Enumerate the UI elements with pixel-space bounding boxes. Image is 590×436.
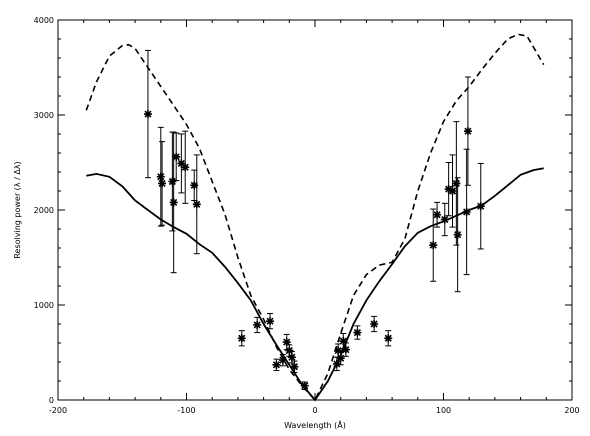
data-point xyxy=(282,333,291,351)
star-marker xyxy=(453,230,462,239)
x-axis-label: Wavelength (Å) xyxy=(284,419,346,430)
x-tick-label: 100 xyxy=(436,406,451,415)
x-tick-label: -200 xyxy=(49,406,67,415)
star-marker xyxy=(266,317,275,326)
star-marker xyxy=(334,346,343,355)
star-marker xyxy=(253,320,262,329)
star-marker xyxy=(452,179,461,188)
data-point xyxy=(143,49,152,179)
star-marker xyxy=(353,328,362,337)
star-marker xyxy=(278,356,287,365)
data-point xyxy=(300,381,309,391)
data-point xyxy=(448,154,457,228)
x-tick-label: -100 xyxy=(177,406,195,415)
y-tick-label: 1000 xyxy=(34,301,54,310)
star-marker xyxy=(143,110,152,119)
data-point xyxy=(169,131,178,274)
y-tick-label: 0 xyxy=(49,396,54,405)
data-point xyxy=(272,358,281,372)
star-marker xyxy=(172,152,181,161)
y-tick-label: 2000 xyxy=(34,206,54,215)
data-point xyxy=(384,330,393,347)
star-marker xyxy=(444,185,453,194)
solid-curve xyxy=(86,167,544,402)
x-axis-ticks: -200 -100 0 100 200 xyxy=(49,20,580,415)
star-marker xyxy=(476,202,485,211)
star-marker xyxy=(190,181,199,190)
star-marker xyxy=(169,198,178,207)
star-marker xyxy=(168,177,177,186)
data-point xyxy=(172,132,181,182)
star-marker xyxy=(336,354,345,363)
star-marker xyxy=(462,207,471,216)
data-point xyxy=(440,202,449,237)
data-point xyxy=(444,162,453,217)
data-point xyxy=(476,162,485,250)
data-point xyxy=(266,313,275,330)
data-point xyxy=(429,208,438,282)
data-point xyxy=(156,126,165,227)
data-point xyxy=(353,325,362,340)
data-points xyxy=(143,49,485,391)
data-point xyxy=(462,148,471,276)
data-point xyxy=(370,315,379,333)
star-marker xyxy=(237,334,246,343)
star-marker xyxy=(158,179,167,188)
data-point xyxy=(290,360,299,373)
star-marker xyxy=(181,163,190,172)
data-point xyxy=(181,130,190,204)
star-marker xyxy=(192,200,201,209)
data-point xyxy=(433,201,442,228)
star-marker xyxy=(282,338,291,347)
data-point xyxy=(452,121,461,246)
star-marker xyxy=(384,334,393,343)
star-marker xyxy=(370,320,379,328)
data-point xyxy=(453,177,462,293)
data-point xyxy=(192,154,201,255)
y-axis-ticks: 0 1000 2000 3000 4000 xyxy=(34,16,572,405)
star-marker xyxy=(440,215,449,224)
star-marker xyxy=(463,127,472,136)
star-marker xyxy=(287,353,296,362)
y-axis-label: Resolving power (λ / Δλ) xyxy=(13,161,22,258)
data-point xyxy=(253,316,262,334)
x-tick-label: 200 xyxy=(564,406,579,415)
star-marker xyxy=(272,360,281,369)
star-marker xyxy=(285,346,294,355)
star-marker xyxy=(433,210,442,219)
data-point xyxy=(168,131,177,232)
data-point xyxy=(463,76,472,186)
model-curves xyxy=(85,33,545,402)
star-marker xyxy=(177,159,186,168)
y-tick-label: 3000 xyxy=(34,111,54,120)
data-point xyxy=(177,133,186,194)
star-marker xyxy=(300,381,309,390)
y-tick-label: 4000 xyxy=(34,16,54,25)
star-marker xyxy=(429,241,438,250)
star-marker xyxy=(156,172,165,181)
star-marker xyxy=(332,359,341,368)
star-marker xyxy=(448,187,457,195)
star-marker xyxy=(339,337,348,346)
data-point xyxy=(237,330,246,347)
data-point xyxy=(278,353,287,367)
x-tick-label: 0 xyxy=(312,406,317,415)
dashed-curve xyxy=(85,33,545,402)
data-point xyxy=(341,342,350,357)
plot-frame xyxy=(57,19,573,401)
data-point xyxy=(336,351,345,366)
data-point xyxy=(158,141,167,226)
star-marker xyxy=(290,362,299,371)
star-marker xyxy=(341,345,350,354)
